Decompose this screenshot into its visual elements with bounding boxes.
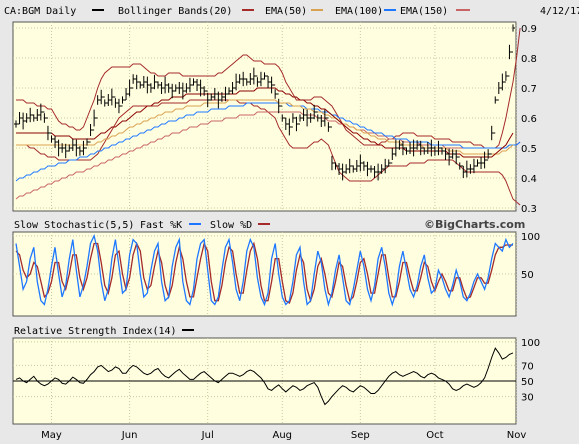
price-title: CA:BGM Daily: [4, 6, 76, 17]
y-tick-label: 0.4: [521, 174, 537, 185]
y-tick-label: 50: [521, 270, 534, 281]
legend-slow-d: Slow %D: [210, 220, 252, 231]
legend-fast-k: Fast %K: [140, 220, 182, 231]
legend-ema100: EMA(100): [335, 6, 383, 17]
y-tick-label: 100: [521, 338, 540, 349]
x-tick-label: Sep: [351, 430, 370, 441]
watermark: ©BigCharts.com: [424, 218, 525, 231]
y-tick-label: 0.8: [521, 54, 537, 65]
y-tick-label: 0.9: [521, 24, 537, 35]
y-tick-label: 30: [521, 393, 534, 404]
y-tick-label: 0.6: [521, 114, 537, 125]
legend-ema150: EMA(150): [400, 6, 448, 17]
y-tick-label: 50: [521, 377, 534, 388]
y-tick-label: 100: [521, 232, 540, 243]
stochastic-title: Slow Stochastic(5,5): [14, 220, 134, 231]
legend-ema50: EMA(50): [265, 6, 307, 17]
y-tick-label: 0.5: [521, 144, 537, 155]
y-tick-label: 0.3: [521, 204, 537, 215]
x-tick-label: Aug: [272, 430, 292, 441]
price-panel: [12, 21, 517, 212]
slow-d-line: [15, 241, 513, 304]
x-tick-label: Nov: [507, 430, 527, 441]
fast-k-line: [15, 233, 514, 308]
x-tick-label: Jun: [121, 430, 138, 441]
rsi-title: Relative Strength Index(14): [14, 326, 177, 337]
x-tick-label: Oct: [426, 430, 443, 441]
chart-date: 4/12/17: [540, 6, 579, 17]
ema150-line: [15, 102, 521, 182]
tick-labels: MayJunJulAugSepOctNovDec17FebMarApr0.90.…: [41, 24, 540, 441]
legend-bollinger: Bollinger Bands(20): [118, 6, 232, 17]
series-layer: [13, 24, 521, 406]
ema50-line: [16, 87, 514, 158]
y-tick-label: 0.7: [521, 84, 537, 95]
y-tick-label: 70: [521, 361, 534, 372]
bollinger-upper-line: [16, 27, 521, 149]
x-tick-label: May: [41, 430, 62, 441]
rsi-line: [15, 347, 514, 406]
x-tick-label: Jul: [201, 430, 214, 441]
